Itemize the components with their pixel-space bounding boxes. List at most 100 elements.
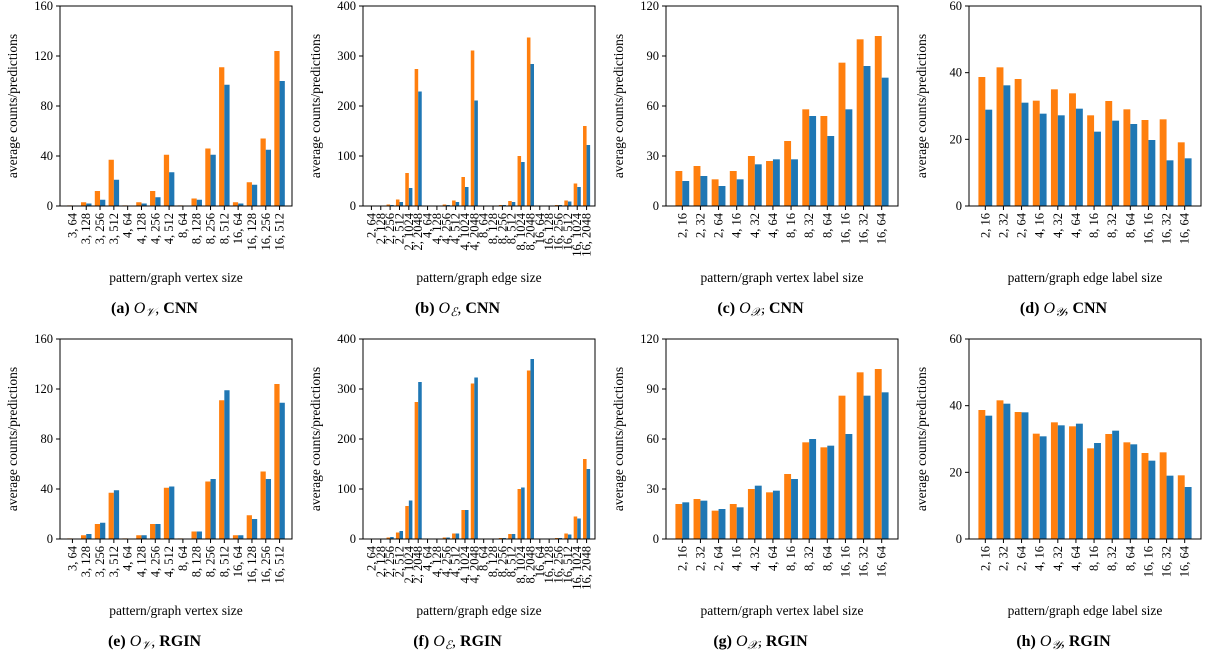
chart-svg: 0 30 60 90 120 2, 16 2, 32 2, 64 4, 16 4, 32 4, 64… [611,0,899,285]
bar [586,145,591,206]
plot-frame [59,338,293,540]
caption-symbol: O [433,633,445,650]
y-axis-label: average counts/predictions [308,367,323,511]
x-tick-label: 2, 2048 [411,546,425,584]
bar [978,77,986,206]
chart-svg: 0 20 40 60 2, 16 2, 32 2, 64 4, 16 4, 32 4, 64 8, … [914,0,1202,285]
caption-model: CNN [163,300,198,317]
bar [1032,100,1040,206]
bar [100,522,106,539]
x-tick-label: 8, 16 [1087,546,1101,571]
bar [1087,115,1095,206]
bar [1014,412,1022,539]
bar [155,197,161,206]
caption-letter: (d) [1019,300,1040,317]
x-tick-label: 8, 128 [486,546,500,577]
x-tick-label: 8, 512 [505,546,519,577]
bar [1057,115,1065,206]
bar [1112,120,1120,206]
bar [1141,453,1149,539]
bar [260,471,266,539]
bar [390,537,394,539]
bar [863,395,871,539]
x-tick-label: 3, 512 [107,213,121,244]
x-tick-label: 4, 512 [449,546,463,577]
bar [251,184,258,206]
chart-panel: 0 100 200 300 400 2, 64 2, 128 2, 256 2, 512 2, 1… [306,0,609,333]
x-tick-label: 16, 512 [561,213,575,251]
caption-model: RGIN [159,633,202,650]
bar [856,372,864,539]
y-tick-label: 120 [34,49,53,63]
x-tick-label: 16, 16 [838,213,852,244]
bar [100,199,106,206]
x-tick-label: 4, 32 [1051,213,1065,238]
bar [1087,448,1095,539]
y-axis-label: average counts/predictions [611,367,626,511]
x-tick-label: 16, 64 [1178,545,1192,577]
bar [784,141,792,206]
caption-model: CNN [465,300,501,317]
bar [996,400,1004,539]
caption-symbol: O [1039,633,1052,650]
bar [1039,113,1047,206]
caption-symbol: O [133,300,146,317]
bar [408,500,413,539]
bar [718,186,726,206]
y-tick-label: 80 [41,432,54,446]
bar [108,159,114,206]
bar [567,201,572,206]
bar [1130,444,1138,539]
y-tick-label: 120 [34,382,53,396]
y-tick-label: 80 [41,99,54,113]
x-tick-label: 16, 32 [1160,213,1174,244]
x-tick-label: 16, 64 [231,212,245,244]
subfigure-caption: (a) O𝒱, CNN [111,300,198,319]
x-tick-label: 4, 256 [439,213,453,244]
y-tick-label: 0 [47,199,53,213]
bar [985,109,993,206]
x-tick-label: 4, 32 [1051,546,1065,571]
x-tick-label: 8, 16 [784,546,798,571]
x-tick-label: 4, 128 [134,213,148,244]
caption-symbol: O [739,300,751,317]
bar [461,177,465,206]
bar [455,202,460,206]
y-tick-label: 200 [337,99,356,113]
y-tick-label: 40 [950,399,963,413]
bar [219,400,225,539]
caption-subscript: 𝒳 [747,638,758,652]
bar [1075,108,1083,206]
bar [163,487,170,539]
x-tick-label: 16, 64 [231,545,245,577]
x-tick-label: 16, 16 [1141,546,1155,577]
y-axis-label: average counts/predictions [914,367,929,511]
bar [205,148,211,206]
caption-symbol: O [735,633,748,650]
y-tick-label: 160 [34,332,53,346]
x-tick-label: 16, 64 [533,545,547,577]
x-tick-label: 4, 512 [162,213,176,244]
x-axis-label: pattern/graph vertex label size [700,270,863,285]
x-tick-label: 8, 64 [1123,545,1137,571]
x-axis-label: pattern/graph vertex label size [700,603,863,618]
x-tick-label: 8, 256 [495,213,509,244]
x-tick-label: 16, 16 [838,546,852,577]
x-tick-label: 16, 64 [533,212,547,244]
x-axis-label: pattern/graph edge size [416,603,541,618]
bar [754,485,762,539]
bar [279,81,285,206]
x-tick-label: 4, 64 [1069,545,1083,571]
bar [141,535,147,539]
caption-symbol: O [129,633,142,650]
x-tick-label: 8, 64 [820,212,834,238]
caption-symbol: O [438,300,451,317]
subfigure-caption: (d) O𝒴, CNN [1019,300,1108,319]
x-tick-label: 16, 128 [245,546,259,584]
x-tick-label: 2, 64 [712,545,726,571]
x-tick-label: 3, 128 [79,546,93,577]
y-tick-label: 90 [647,382,660,396]
x-tick-label: 2, 512 [392,546,406,577]
x-tick-label: 16, 256 [552,546,566,584]
